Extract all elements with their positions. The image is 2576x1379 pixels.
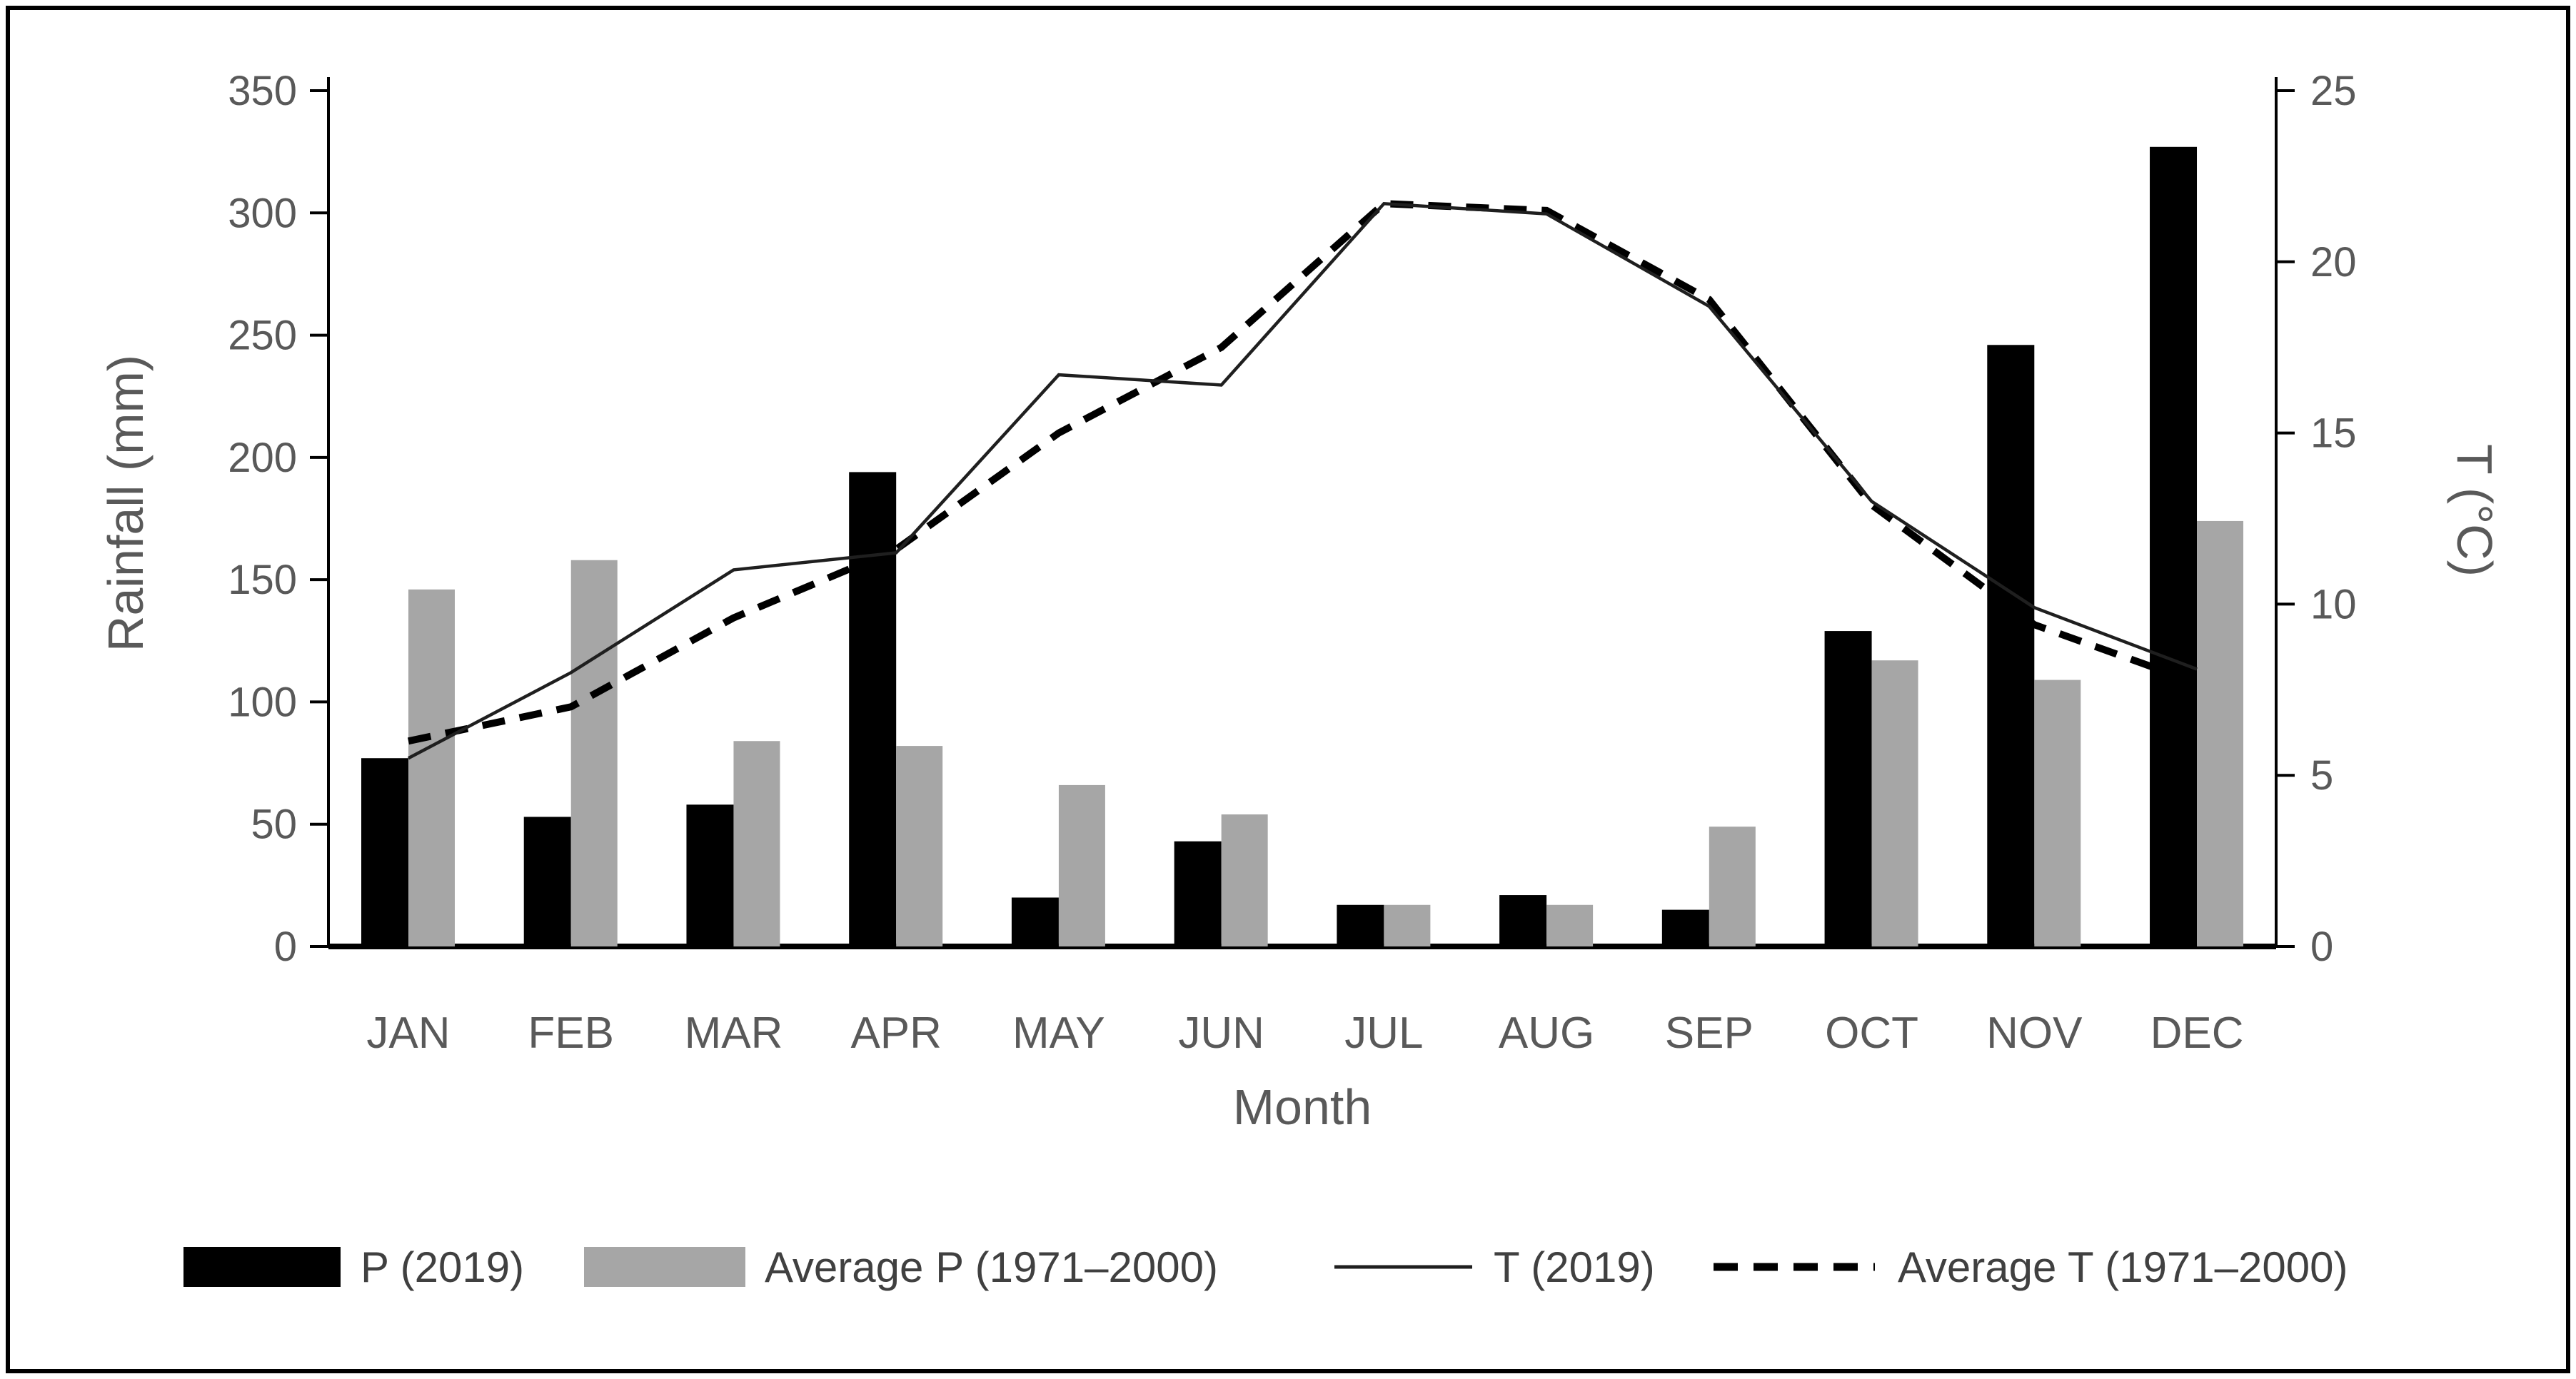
avg-p-bar-jan <box>408 589 455 946</box>
legend-swatch-p2019 <box>183 1247 341 1287</box>
y-right-tick-label: 15 <box>2310 410 2357 457</box>
x-tick-label-jan: JAN <box>366 1009 450 1058</box>
avg-p-bar-feb <box>570 560 618 946</box>
t2019-line <box>407 201 2198 760</box>
legend: P (2019) Average P (1971–2000) T (2019) … <box>183 1243 2348 1291</box>
p2019-bar-nov <box>1987 345 2035 946</box>
y-right-tick-label: 0 <box>2310 924 2333 970</box>
y-axis-right-title: T (°C) <box>2447 444 2502 577</box>
x-tick-label-sep: SEP <box>1665 1009 1754 1058</box>
p2019-bar-apr <box>849 472 897 946</box>
p2019-bar-jan <box>361 758 408 946</box>
x-tick-label-apr: APR <box>850 1009 941 1058</box>
legend-label-p2019: P (2019) <box>361 1243 524 1291</box>
axes-group: 0 50 100 150 200 250 300 350 0 5 10 15 20 25 JAN FEB MAR… <box>228 68 2356 1058</box>
avg-p-bar-oct <box>1871 660 1918 946</box>
p2019-bar-dec <box>2150 146 2198 947</box>
legend-label-avg-t: Average T (1971–2000) <box>1898 1243 2348 1291</box>
x-tick-label-aug: AUG <box>1499 1009 1594 1058</box>
y-left-tick-label: 300 <box>228 190 297 236</box>
y-left-tick-label: 0 <box>274 924 297 970</box>
y-axis-left-title: Rainfall (mm) <box>98 355 154 652</box>
y-left-tick-label: 150 <box>228 557 297 603</box>
p2019-bar-jun <box>1174 841 1222 946</box>
x-tick-label-jul: JUL <box>1344 1009 1423 1058</box>
avg-t-line <box>407 200 2198 745</box>
avg-p-bar-dec <box>2197 520 2244 946</box>
y-left-tick-label: 350 <box>228 68 297 114</box>
x-tick-label-nov: NOV <box>1986 1009 2083 1058</box>
avg-p-bar-aug <box>1546 904 1594 946</box>
avg-p-bar-apr <box>896 746 943 946</box>
p2019-bar-jul <box>1337 904 1384 946</box>
x-tick-label-jun: JUN <box>1178 1009 1264 1058</box>
x-tick-label-oct: OCT <box>1825 1009 1918 1058</box>
p2019-bar-aug <box>1499 895 1547 946</box>
y-right-tick-label: 5 <box>2310 752 2333 799</box>
bars-group <box>361 146 2244 947</box>
p2019-bar-sep <box>1661 909 1709 946</box>
x-tick-label-mar: MAR <box>685 1009 783 1058</box>
y-right-tick-label: 20 <box>2310 239 2357 286</box>
lines-group <box>407 200 2198 760</box>
y-right-tick-label: 25 <box>2310 68 2357 114</box>
x-axis-title: Month <box>1233 1079 1372 1135</box>
p2019-bar-oct <box>1824 631 1872 946</box>
p2019-bar-may <box>1011 897 1059 946</box>
legend-swatch-avg-p <box>584 1247 745 1287</box>
x-tick-label-dec: DEC <box>2150 1009 2244 1058</box>
legend-label-t2019: T (2019) <box>1494 1243 1655 1291</box>
avg-p-bar-jun <box>1221 814 1268 946</box>
x-tick-label-feb: FEB <box>528 1009 614 1058</box>
p2019-bar-mar <box>686 804 734 946</box>
y-right-tick-label: 10 <box>2310 581 2357 627</box>
y-left-tick-label: 250 <box>228 313 297 359</box>
avg-p-bar-jul <box>1384 904 1431 946</box>
y-left-tick-label: 200 <box>228 435 297 481</box>
avg-p-bar-sep <box>1709 827 1756 946</box>
y-left-tick-label: 100 <box>228 679 297 725</box>
avg-p-bar-mar <box>733 741 780 946</box>
x-tick-label-may: MAY <box>1012 1009 1105 1058</box>
p2019-bar-feb <box>523 817 571 946</box>
avg-p-bar-nov <box>2034 680 2081 946</box>
avg-p-bar-may <box>1058 784 1105 946</box>
y-left-tick-label: 50 <box>251 802 297 848</box>
legend-label-avg-p: Average P (1971–2000) <box>765 1243 1218 1291</box>
